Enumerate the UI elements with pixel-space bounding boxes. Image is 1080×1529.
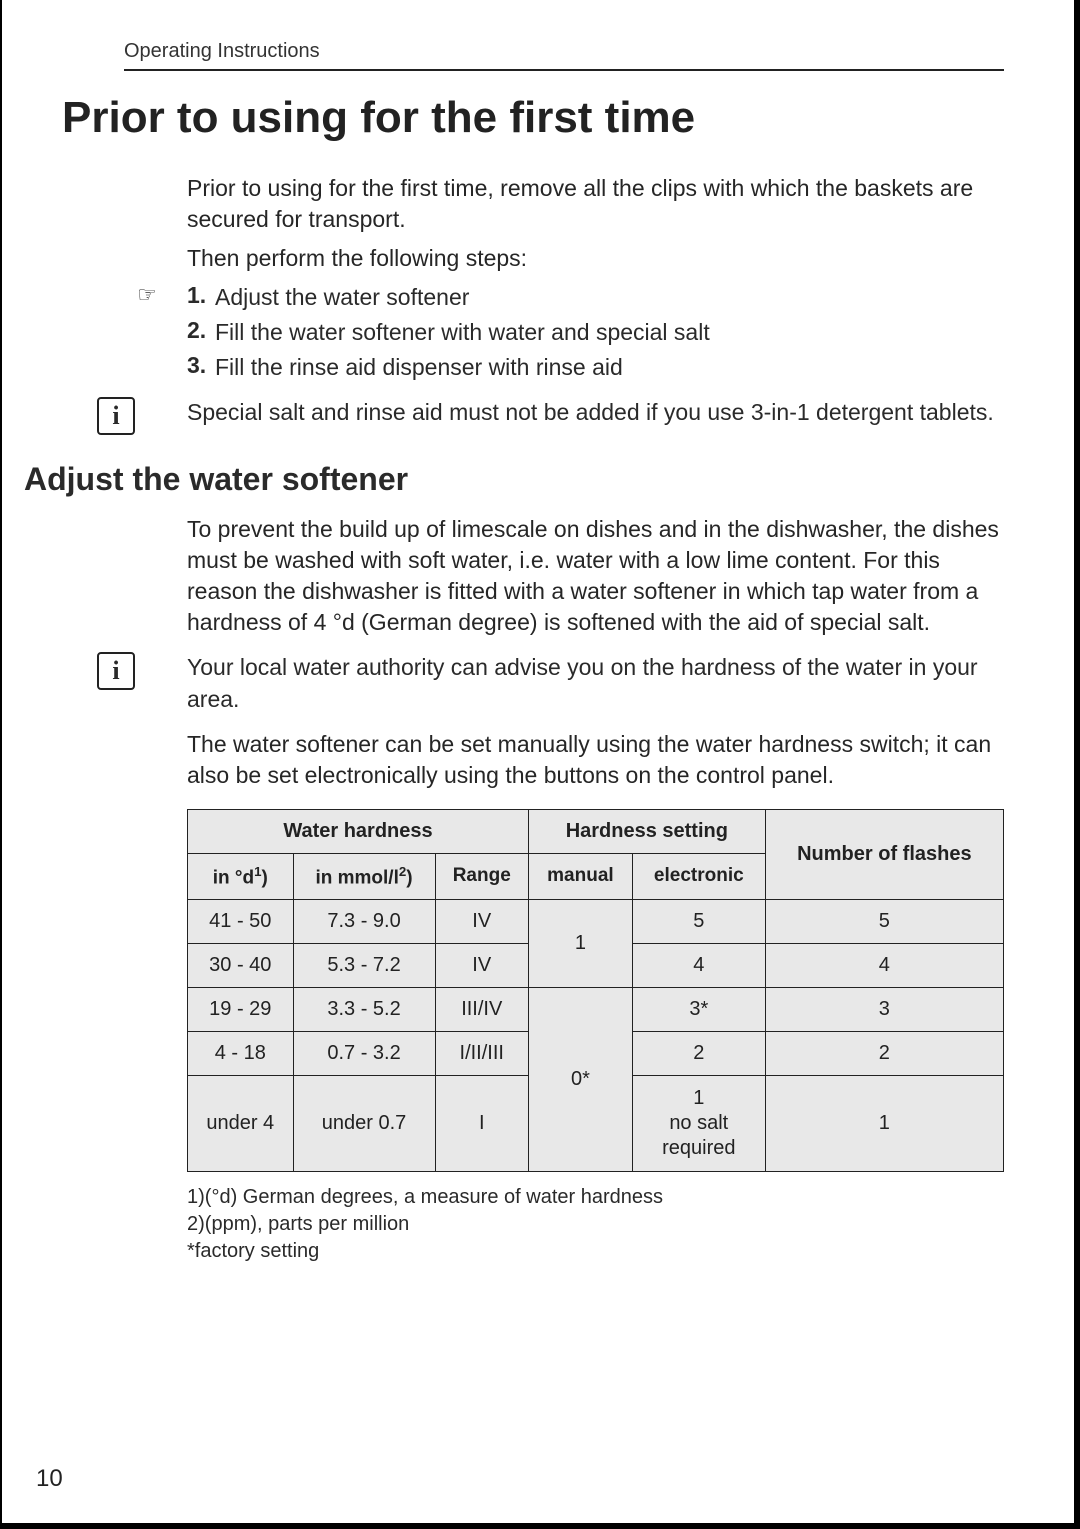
cell-electronic: 5 (632, 899, 765, 943)
softener-paragraph: To prevent the build up of limescale on … (187, 514, 1004, 638)
running-header: Operating Instructions (124, 40, 1004, 71)
footnote: *factory setting (187, 1238, 1004, 1265)
list-item: 3. Fill the rinse aid dispenser with rin… (187, 352, 1004, 383)
col-d: in °d1) (188, 853, 294, 899)
col-electronic: electronic (632, 853, 765, 899)
hardness-table: Water hardness Hardness setting Number o… (187, 809, 1004, 1172)
cell-manual: 0* (528, 987, 632, 1171)
col-range: Range (435, 853, 528, 899)
cell-mmol: 7.3 - 9.0 (293, 899, 435, 943)
page-container: Operating Instructions Prior to using fo… (0, 0, 1080, 1529)
info-callout: i Special salt and rinse aid must not be… (187, 397, 1004, 435)
col-mmol: in mmol/l2) (293, 853, 435, 899)
footnote: 2)(ppm), parts per million (187, 1211, 1004, 1238)
pointing-hand-icon: ☞ (127, 282, 167, 308)
col-group-water-hardness: Water hardness (188, 809, 529, 853)
step-text: Fill the water softener with water and s… (215, 317, 1004, 348)
cell-mmol: under 0.7 (293, 1075, 435, 1171)
cell-d: 4 - 18 (188, 1031, 294, 1075)
cell-mmol: 0.7 - 3.2 (293, 1031, 435, 1075)
cell-electronic: 1no saltrequired (632, 1075, 765, 1171)
step-text: Adjust the water softener (215, 282, 1004, 313)
intro-paragraph-1: Prior to using for the first time, remov… (187, 173, 1004, 235)
info-icon: i (97, 652, 135, 690)
cell-electronic: 4 (632, 943, 765, 987)
cell-flashes: 3 (765, 987, 1003, 1031)
step-number: 2. (187, 317, 215, 344)
list-item: ☞ 1. Adjust the water softener (187, 282, 1004, 313)
cell-flashes: 5 (765, 899, 1003, 943)
section-heading: Adjust the water softener (24, 461, 1004, 498)
col-group-hardness-setting: Hardness setting (528, 809, 765, 853)
cell-d: 41 - 50 (188, 899, 294, 943)
step-text: Fill the rinse aid dispenser with rinse … (215, 352, 1004, 383)
col-manual: manual (528, 853, 632, 899)
steps-list: ☞ 1. Adjust the water softener 2. Fill t… (187, 282, 1004, 383)
page-title: Prior to using for the first time (62, 93, 1004, 143)
info-text: Your local water authority can advise yo… (187, 652, 1004, 714)
cell-electronic: 2 (632, 1031, 765, 1075)
cell-range: IV (435, 899, 528, 943)
table-row: 41 - 50 7.3 - 9.0 IV 1 5 5 (188, 899, 1004, 943)
setting-paragraph: The water softener can be set manually u… (187, 729, 1004, 791)
cell-d: under 4 (188, 1075, 294, 1171)
cell-mmol: 5.3 - 7.2 (293, 943, 435, 987)
cell-flashes: 1 (765, 1075, 1003, 1171)
footnote: 1)(°d) German degrees, a measure of wate… (187, 1184, 1004, 1211)
footnotes: 1)(°d) German degrees, a measure of wate… (187, 1184, 1004, 1265)
cell-range: IV (435, 943, 528, 987)
intro-paragraph-2: Then perform the following steps: (187, 243, 1004, 274)
cell-range: I (435, 1075, 528, 1171)
cell-d: 30 - 40 (188, 943, 294, 987)
col-flashes: Number of flashes (765, 809, 1003, 899)
table-row: 19 - 29 3.3 - 5.2 III/IV 0* 3* 3 (188, 987, 1004, 1031)
info-text: Special salt and rinse aid must not be a… (187, 397, 1004, 428)
cell-flashes: 2 (765, 1031, 1003, 1075)
step-number: 1. (187, 282, 215, 309)
table-header-row: Water hardness Hardness setting Number o… (188, 809, 1004, 853)
info-icon: i (97, 397, 135, 435)
cell-d: 19 - 29 (188, 987, 294, 1031)
hardness-table-container: Water hardness Hardness setting Number o… (187, 809, 1004, 1172)
cell-flashes: 4 (765, 943, 1003, 987)
cell-electronic: 3* (632, 987, 765, 1031)
cell-manual: 1 (528, 899, 632, 987)
cell-mmol: 3.3 - 5.2 (293, 987, 435, 1031)
cell-range: I/II/III (435, 1031, 528, 1075)
page-number: 10 (36, 1465, 63, 1493)
info-callout: i Your local water authority can advise … (187, 652, 1004, 714)
cell-range: III/IV (435, 987, 528, 1031)
step-number: 3. (187, 352, 215, 379)
list-item: 2. Fill the water softener with water an… (187, 317, 1004, 348)
